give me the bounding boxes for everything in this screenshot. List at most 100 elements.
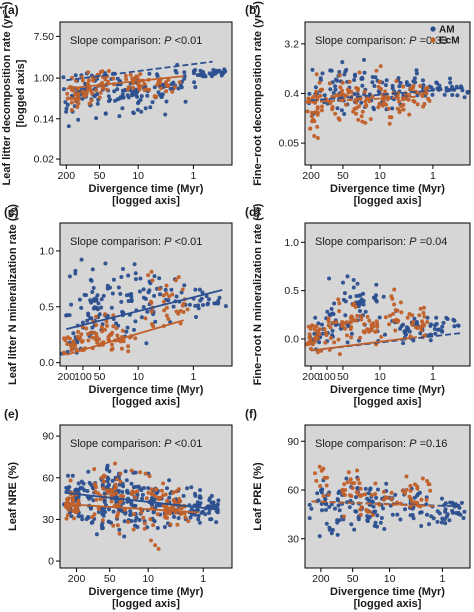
point-ecm [166, 317, 171, 321]
point-ecm [328, 325, 333, 330]
point-ecm [338, 85, 343, 90]
point-ecm [146, 490, 151, 495]
point-am [66, 473, 70, 478]
point-am [90, 267, 95, 272]
point-ecm [150, 278, 155, 283]
point-am [61, 75, 66, 80]
point-am [181, 493, 186, 498]
point-ecm [353, 304, 358, 309]
point-ecm [128, 72, 133, 77]
point-am [192, 68, 197, 73]
point-ecm [103, 474, 107, 479]
x-tick-label: 1 [430, 170, 436, 182]
panel-label: (e) [4, 407, 19, 421]
point-ecm [106, 79, 111, 84]
point-am [153, 319, 158, 324]
point-am [65, 102, 70, 107]
point-ecm [106, 69, 111, 73]
point-ecm [305, 342, 310, 347]
point-am [132, 327, 136, 332]
point-am [456, 323, 460, 328]
point-ecm [400, 488, 405, 493]
point-am [329, 307, 334, 311]
point-ecm [322, 327, 327, 332]
point-ecm [178, 512, 183, 516]
point-ecm [325, 475, 330, 480]
point-ecm [349, 89, 354, 94]
y-axis-label: Leaf litter decomposition rate (yr−1) [0, 1, 13, 185]
point-ecm [100, 518, 105, 523]
point-am [433, 323, 437, 328]
point-ecm [126, 520, 131, 524]
point-am [120, 92, 125, 97]
point-am [197, 520, 202, 525]
point-ecm [65, 91, 70, 96]
point-ecm [139, 510, 144, 515]
point-am [131, 110, 136, 115]
x-tick-label: 50 [94, 371, 106, 383]
point-ecm [94, 314, 98, 319]
point-am [462, 509, 467, 514]
point-am [103, 261, 108, 266]
point-ecm [112, 492, 117, 497]
point-am [140, 496, 144, 501]
point-am [214, 503, 219, 508]
point-am [123, 469, 128, 474]
point-am [64, 109, 69, 114]
point-am [459, 500, 464, 505]
point-ecm [139, 84, 144, 89]
x-tick-label: 200 [312, 573, 330, 585]
point-ecm [382, 497, 386, 502]
point-am [327, 505, 332, 509]
point-ecm [130, 76, 135, 81]
point-ecm [100, 86, 105, 91]
point-ecm [147, 474, 152, 479]
point-am [383, 332, 387, 337]
point-ecm [115, 523, 120, 528]
plot-frame [304, 424, 471, 569]
point-am [376, 487, 380, 492]
point-am [320, 322, 324, 327]
point-am [155, 72, 159, 77]
point-ecm [379, 334, 384, 339]
point-am [329, 531, 334, 536]
point-ecm [186, 519, 191, 524]
point-ecm [94, 88, 98, 93]
point-ecm [382, 101, 387, 106]
point-am [133, 277, 138, 282]
y-axis-label: Fine−root N mineralization rate (%) [252, 203, 264, 385]
point-ecm [314, 72, 319, 77]
point-am [320, 331, 325, 336]
point-am [65, 349, 70, 354]
point-ecm [86, 70, 91, 75]
point-am [73, 271, 78, 276]
point-ecm [340, 320, 345, 324]
y-tick-label: 0.0 [39, 357, 54, 369]
point-ecm [163, 492, 168, 497]
point-am [455, 93, 460, 98]
point-ecm [169, 506, 174, 511]
point-am [139, 94, 144, 99]
point-ecm [149, 487, 154, 492]
point-am [430, 92, 435, 97]
point-am [197, 287, 202, 292]
point-ecm [126, 349, 131, 354]
legend-marker-am [430, 26, 436, 32]
point-am [358, 309, 362, 313]
point-ecm [178, 308, 183, 313]
point-am [404, 332, 408, 337]
legend-marker-ecm [430, 37, 436, 43]
point-am [69, 302, 74, 307]
point-ecm [168, 522, 173, 527]
point-ecm [354, 111, 359, 116]
point-am [67, 274, 72, 279]
point-am [445, 512, 450, 517]
point-ecm [118, 479, 123, 484]
point-ecm [426, 482, 431, 487]
point-am [432, 327, 437, 331]
point-am [103, 111, 108, 116]
point-am [442, 92, 447, 97]
point-ecm [105, 87, 110, 92]
point-am [323, 502, 328, 507]
